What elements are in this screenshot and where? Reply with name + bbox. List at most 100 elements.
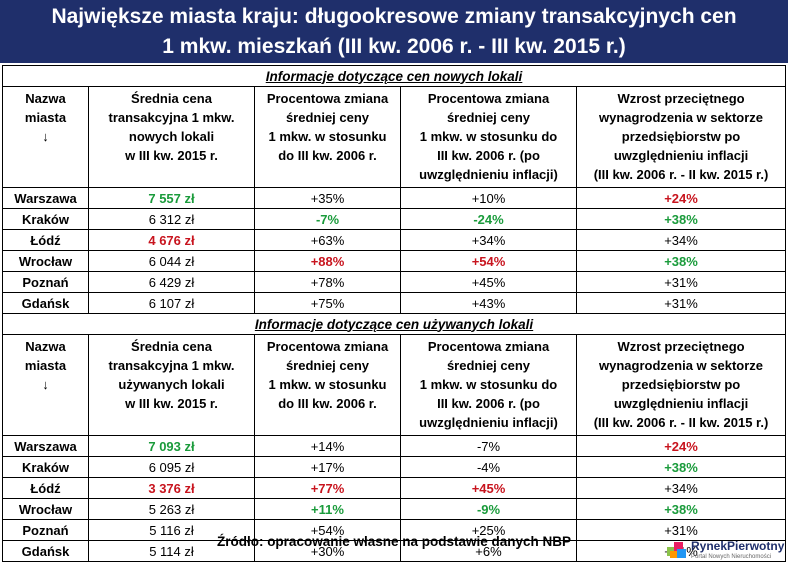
table-row: Poznań 6 429 zł +78% +45% +31% [2, 271, 787, 293]
cell-change: +14% [254, 435, 401, 457]
cell-price: 4 676 zł [88, 229, 255, 251]
header-city: Nazwa miasta ↓ [2, 86, 89, 188]
cell-city: Gdańsk [2, 540, 89, 562]
section-title: Informacje dotyczące cen używanych lokal… [1, 313, 787, 335]
header-line: 1 mkw. w stosunku [268, 377, 387, 392]
cell-wage: +24% [575, 435, 787, 457]
header-row: Nazwa miasta ↓ Średnia cena transakcyjna 1 m… [2, 86, 787, 188]
rynekpierwotny-logo: RynekPierwotny Portal Nowych Nieruchomoś… [666, 537, 786, 565]
table-row: Wrocław 6 044 zł +88% +54% +38% [2, 250, 787, 272]
cell-wage: +31% [575, 271, 787, 293]
title-line-2: 1 mkw. mieszkań (III kw. 2006 r. - III k… [162, 35, 626, 58]
header-line: Średnia cena [131, 91, 212, 106]
header-change-inflation: Procentowa zmiana średniej ceny 1 mkw. w s… [400, 334, 577, 436]
cell-wage: +38% [575, 498, 787, 520]
cell-price: 5 114 zł [88, 540, 255, 562]
cell-change-inflation: -9% [400, 498, 577, 520]
price-table: Informacje dotyczące cen nowych lokali Na… [1, 65, 787, 562]
header-line: w III kw. 2015 r. [125, 148, 218, 163]
cell-price: 6 429 zł [88, 271, 255, 293]
cell-wage: +38% [575, 208, 787, 230]
cell-city: Kraków [2, 456, 89, 478]
header-line: III kw. 2006 r. (po [437, 148, 540, 163]
header-line: Procentowa zmiana [266, 339, 389, 354]
cell-price: 3 376 zł [88, 477, 255, 499]
header-line: Wzrost przeciętnego [617, 91, 745, 106]
header-line: średniej ceny [285, 110, 370, 125]
header-change: Procentowa zmiana średniej ceny 1 mkw. w s… [254, 334, 401, 436]
cell-change-inflation: +10% [400, 187, 577, 209]
table-row: Łódź 3 376 zł +77% +45% +34% [2, 477, 787, 499]
cell-change-inflation: -7% [400, 435, 577, 457]
header-line: Nazwa [25, 339, 66, 354]
header-line: 1 mkw. w stosunku do [419, 377, 558, 392]
cell-city: Poznań [2, 271, 89, 293]
cell-price: 7 093 zł [88, 435, 255, 457]
table-row: Warszawa 7 093 zł +14% -7% +24% [2, 435, 787, 457]
header-line: wynagrodzenia w sektorze [599, 110, 764, 125]
header-line: nowych lokali [128, 129, 215, 144]
header-line: uwzględnieniu inflacji) [419, 415, 558, 430]
title-line-1: Największe miasta kraju: długookresowe z… [51, 5, 737, 28]
table-row: Wrocław 5 263 zł +11% -9% +38% [2, 498, 787, 520]
cell-change: +11% [254, 498, 401, 520]
cell-change: +17% [254, 456, 401, 478]
cell-city: Warszawa [2, 187, 89, 209]
section-title: Informacje dotyczące cen nowych lokali [1, 65, 787, 87]
cell-price: 6 312 zł [88, 208, 255, 230]
header-line: średniej ceny [446, 358, 531, 373]
header-line: przedsiębiorstw po [621, 129, 741, 144]
table-row: Łódź 4 676 zł +63% +34% +34% [2, 229, 787, 251]
cell-city: Wrocław [2, 498, 89, 520]
header-line: ↓ [42, 129, 49, 144]
section-title-row: Informacje dotyczące cen nowych lokali [1, 65, 787, 87]
header-line: wynagrodzenia w sektorze [599, 358, 764, 373]
header-line: (III kw. 2006 r. - II kw. 2015 r.) [593, 415, 769, 430]
cell-change: +77% [254, 477, 401, 499]
header-line: miasta [24, 110, 67, 125]
table-row: Kraków 6 312 zł -7% -24% +38% [2, 208, 787, 230]
header-line: transakcyjna 1 mkw. [108, 110, 235, 125]
header-line: średniej ceny [285, 358, 370, 373]
cell-wage: +31% [575, 292, 787, 314]
header-line: uwzględnieniu inflacji) [419, 167, 558, 182]
cell-change: +88% [254, 250, 401, 272]
cell-change: +75% [254, 292, 401, 314]
header-line: Wzrost przeciętnego [617, 339, 745, 354]
house-logo-icon [667, 542, 686, 558]
cell-wage: +38% [575, 456, 787, 478]
page-title: Największe miasta kraju: długookresowe z… [0, 0, 788, 63]
header-change: Procentowa zmiana średniej ceny 1 mkw. w s… [254, 86, 401, 188]
header-price: Średnia cena transakcyjna 1 mkw. nowych lo… [88, 86, 255, 188]
header-line: ↓ [42, 377, 49, 392]
header-line: do III kw. 2006 r. [278, 148, 377, 163]
header-line: do III kw. 2006 r. [278, 396, 377, 411]
table-row: Gdańsk 6 107 zł +75% +43% +31% [2, 292, 787, 314]
cell-price: 6 107 zł [88, 292, 255, 314]
header-line: miasta [24, 358, 67, 373]
header-line: średniej ceny [446, 110, 531, 125]
table-row: Kraków 6 095 zł +17% -4% +38% [2, 456, 787, 478]
cell-price: 6 044 zł [88, 250, 255, 272]
table-row: Warszawa 7 557 zł +35% +10% +24% [2, 187, 787, 209]
cell-city: Gdańsk [2, 292, 89, 314]
cell-city: Warszawa [2, 435, 89, 457]
source-note: Źródło: opracowanie własne na podstawie … [216, 534, 572, 549]
cell-city: Łódź [2, 229, 89, 251]
header-price: Średnia cena transakcyjna 1 mkw. używanych… [88, 334, 255, 436]
cell-change: +63% [254, 229, 401, 251]
cell-price: 5 263 zł [88, 498, 255, 520]
header-line: Procentowa zmiana [427, 339, 550, 354]
header-wage: Wzrost przeciętnego wynagrodzenia w sekto… [575, 86, 787, 188]
cell-change-inflation: +45% [400, 477, 577, 499]
header-line: 1 mkw. w stosunku [268, 129, 387, 144]
header-line: w III kw. 2015 r. [125, 396, 218, 411]
header-line: Średnia cena [131, 339, 212, 354]
cell-wage: +31% [575, 519, 787, 541]
cell-change-inflation: +34% [400, 229, 577, 251]
cell-change-inflation: +54% [400, 250, 577, 272]
header-line: III kw. 2006 r. (po [437, 396, 540, 411]
header-change-inflation: Procentowa zmiana średniej ceny 1 mkw. w s… [400, 86, 577, 188]
cell-price: 6 095 zł [88, 456, 255, 478]
cell-change-inflation: +43% [400, 292, 577, 314]
